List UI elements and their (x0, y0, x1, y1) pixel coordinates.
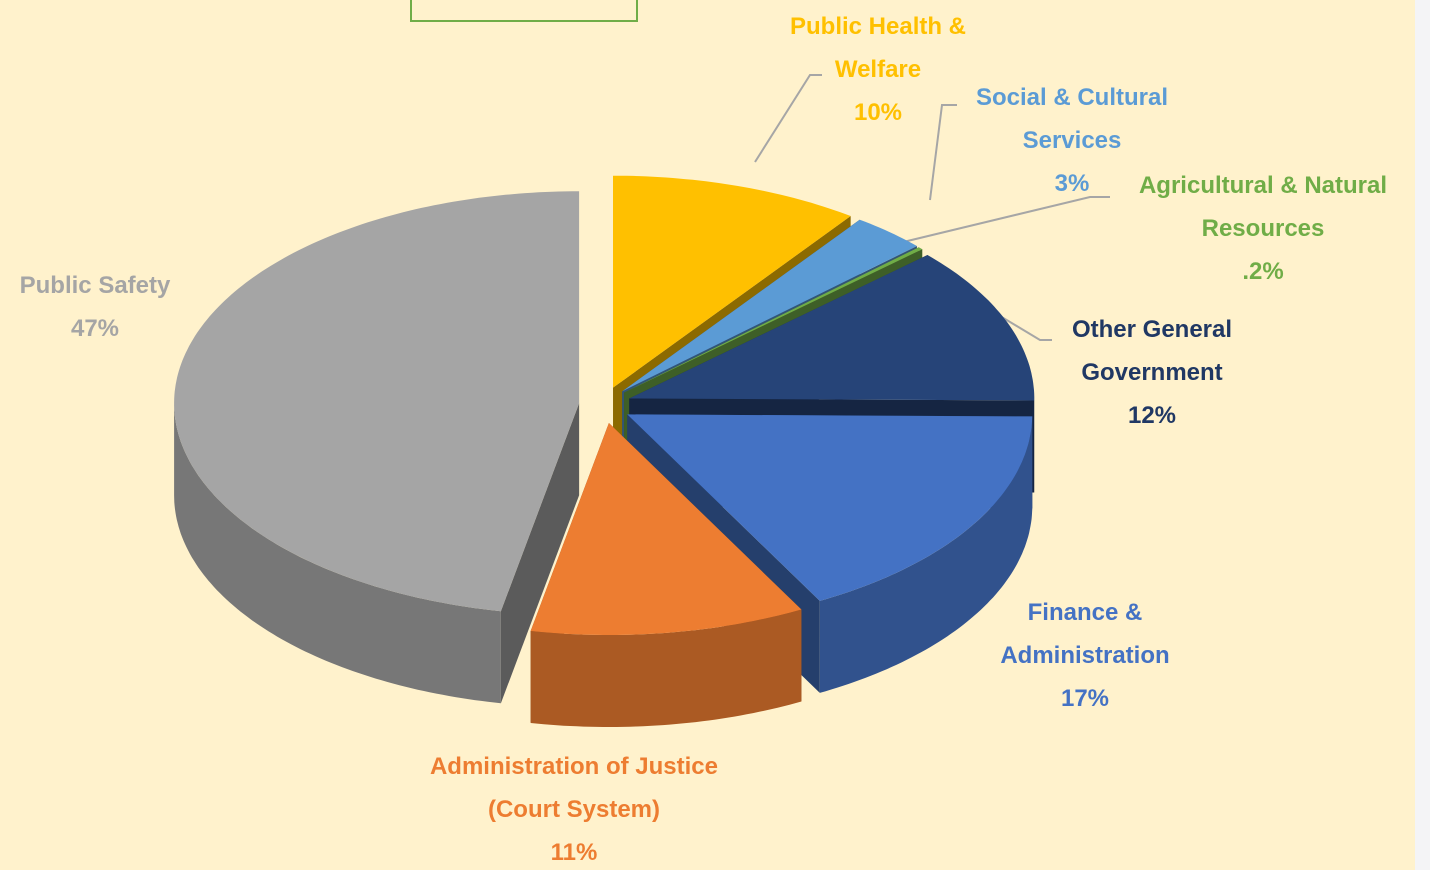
category-label: Administration of Justice (Court System) (429, 753, 719, 823)
value-label: .2% (1242, 258, 1284, 285)
slice-top (624, 247, 923, 393)
slice (174, 191, 580, 704)
data-label: Social & Cultural Services 3% (937, 76, 1207, 205)
slice-outer-wall (819, 416, 1033, 693)
data-label: Other General Government 12% (1047, 308, 1257, 437)
data-label: Administration of Justice (Court System)… (404, 745, 744, 870)
slice-outer-wall (174, 403, 501, 704)
data-label: Public Health & Welfare 10% (758, 5, 998, 134)
value-label: 17% (1060, 685, 1110, 712)
slice-top (627, 414, 1033, 601)
slice-top (613, 175, 851, 388)
leader-line (989, 309, 1052, 341)
leader-line (754, 74, 822, 163)
value-label: 10% (853, 99, 903, 126)
slice-top (629, 255, 1035, 401)
category-label: Public Health & Welfare (789, 13, 967, 83)
category-label: Finance & Administration (1000, 599, 1170, 669)
slice-top (622, 219, 917, 392)
category-label: Agricultural & Natural Resources (1138, 172, 1388, 242)
category-label: Other General Government (1071, 316, 1233, 386)
data-label: Agricultural & Natural Resources .2% (1093, 164, 1430, 293)
data-label: Finance & Administration 17% (970, 591, 1200, 720)
value-label: 3% (1054, 170, 1090, 197)
slice-top (530, 422, 802, 635)
leader-lines (754, 74, 1110, 341)
leader-line (929, 104, 957, 201)
value-label: 11% (550, 839, 598, 866)
category-label: Social & Cultural Services (975, 84, 1169, 154)
scroll-strip (1415, 0, 1430, 870)
slice-top (174, 191, 580, 612)
value-label: 47% (70, 315, 120, 342)
title-box (410, 0, 638, 22)
category-label: Public Safety (19, 272, 171, 299)
slice-outer-wall (530, 609, 802, 727)
value-label: 12% (1127, 402, 1177, 429)
slice (530, 422, 802, 727)
data-label: Public Safety 47% (0, 264, 195, 350)
slice-radial-wall (500, 403, 580, 704)
leader-line (869, 196, 1110, 251)
